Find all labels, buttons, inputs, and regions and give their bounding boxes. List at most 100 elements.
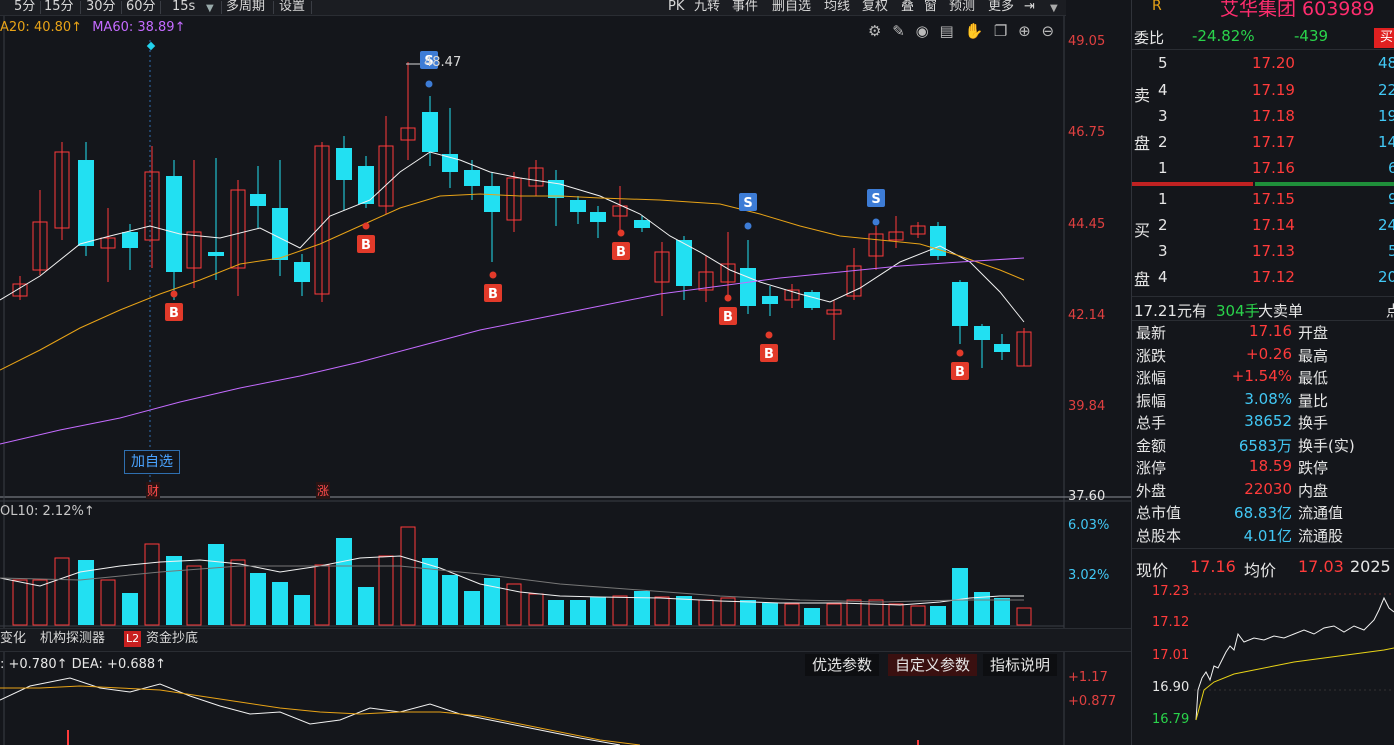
period-15min[interactable]: 15分 [44,0,74,14]
sell-signal-icon [420,51,438,69]
stock-name: 艾华集团 603989 [1220,0,1375,20]
quote-value: 68.83亿 [1234,504,1292,522]
candle-body [336,148,352,180]
settings-gear-icon[interactable]: ⚙ [868,22,882,40]
signal-letter: B [169,306,179,321]
intraday-chart[interactable] [1194,590,1394,745]
volume-bar [888,603,904,626]
candle-body [910,225,926,235]
period-30min[interactable]: 30分 [86,0,116,14]
volume-bar [100,579,116,626]
candle-body [294,262,310,282]
bid-side-label: 盘 [1134,270,1151,289]
signal-dot [744,222,752,230]
tab-institution-detector[interactable]: 机构探测器 [40,631,106,646]
indicator-help-button[interactable]: 指标说明 [983,654,1058,676]
volume-bar [528,593,544,626]
chevron-down-icon[interactable]: ▼ [206,3,214,14]
signal-letter: S [424,54,433,69]
adjust-button[interactable]: 复权 [862,0,889,14]
candle-body [654,251,670,283]
more-button[interactable]: 更多 [988,0,1015,14]
trash-icon[interactable]: ▤ [939,22,954,40]
candle-body [12,283,28,297]
candle-body [994,344,1010,352]
hand-icon[interactable]: ✋ [964,22,984,40]
earnings-badge[interactable]: 财 [146,482,161,499]
events-button[interactable]: 事件 [732,0,759,14]
candle-body [422,112,438,152]
settings-button[interactable]: 设置 [279,0,306,14]
candle-body [740,268,756,306]
volume-bar [590,597,606,625]
vol-ma-line-2 [0,565,1024,603]
quote-key-2: 最高 [1298,346,1329,365]
optimal-params-button[interactable]: 优选参数 [805,654,880,676]
volume-bar [612,595,628,626]
signal-dot [765,331,773,339]
ask-price: 17.17 [1252,133,1295,151]
eye-icon[interactable]: ◉ [915,22,929,40]
buy-signal-icon [484,284,502,302]
period-5min[interactable]: 5分 [14,0,36,14]
quote-key: 总股本 [1136,526,1182,545]
zoom-in-icon[interactable]: ⊕ [1018,22,1031,40]
chevron-down-icon[interactable]: ▼ [1050,3,1058,14]
candle-body [78,160,94,246]
price-axis-label: 39.84 [1068,399,1106,414]
quote-panel: R 艾华集团 603989 委比 -24.82% -439 买 卖 盘 买 盘 … [1131,0,1394,745]
pk-button[interactable]: PK [668,0,685,14]
tab-capital-bottom[interactable]: 资金抄底 [146,631,199,646]
zoom-out-icon[interactable]: ⊖ [1041,22,1055,40]
quote-key-2: 量比 [1298,391,1329,410]
candle-body [208,252,224,256]
vol-ma-line [0,555,1024,606]
period-60min[interactable]: 60分 [126,0,156,14]
candle-body [54,151,70,229]
vol-indicator-label: OL10: 2.12%↑ [0,504,95,519]
add-watchlist-button[interactable]: 加自选 [124,450,180,474]
volume-bar [720,597,736,626]
ma5-line [0,151,1025,323]
tab-change[interactable]: 变化 [0,631,27,646]
intraday-axis-label: 17.12 [1152,615,1190,630]
volume-bar [994,598,1010,625]
candle-body [634,220,650,228]
vol-label: OL10: 2.12%↑ [0,504,95,519]
jiuzhuan-button[interactable]: 九转 [694,0,721,14]
kline-chart[interactable]: B B B B B B B S S S [0,0,1131,745]
ask-level: 5 [1158,54,1168,72]
divider [121,1,122,14]
price-axis-label: 46.75 [1068,125,1106,140]
limit-up-badge[interactable]: 涨 [316,482,331,499]
divider [221,1,222,14]
overlay-button[interactable]: 叠 [901,0,915,14]
quote-key: 总市值 [1136,504,1182,522]
buy-signal-icon [951,362,969,380]
quote-value: 17.16 [1249,322,1292,340]
bid-price: 17.12 [1252,268,1295,286]
ma-button[interactable]: 均线 [824,0,851,14]
remove-watchlist-button[interactable]: 删自选 [772,0,812,14]
multi-period-button[interactable]: 多周期 [226,0,266,14]
volume-bar [78,560,94,625]
candle-body [166,176,182,272]
export-icon[interactable]: ⇥ [1024,0,1035,14]
weibi-row [1132,24,1394,50]
volume-bar [930,606,946,625]
volume-bar [186,565,202,626]
forecast-button[interactable]: 预测 [949,0,976,14]
sell-signal-icon [739,193,757,211]
price-axis-label: 42.14 [1068,308,1106,323]
window-button[interactable]: 窗 [924,0,938,14]
draw-pen-icon[interactable]: ✎ [892,22,905,40]
buy-signal-icon [719,307,737,325]
ma60-line [0,257,1025,445]
volume-bar [54,557,70,626]
custom-params-button[interactable]: 自定义参数 [888,654,978,676]
interval-select[interactable]: 15s [172,0,196,14]
volume-bar [570,600,586,625]
copy-icon[interactable]: ❐ [993,22,1008,40]
buy-button[interactable]: 买 [1374,28,1394,48]
divider [273,1,274,14]
